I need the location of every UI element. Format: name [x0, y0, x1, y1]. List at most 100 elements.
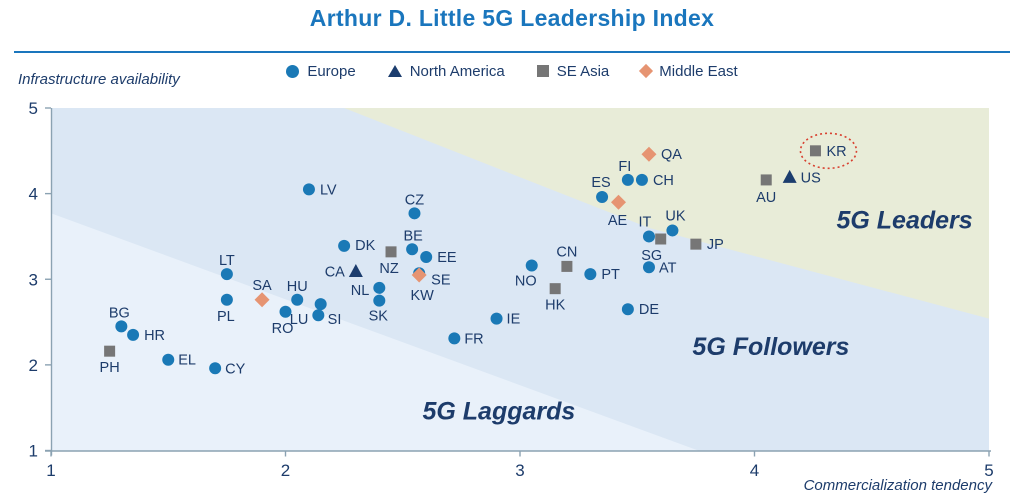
data-point-ie: [490, 312, 503, 325]
point-label-cz: CZ: [405, 192, 424, 208]
data-point-kw: [411, 267, 427, 283]
legend-item-middle-east: Middle East: [639, 62, 738, 80]
point-label-ch: CH: [653, 173, 674, 189]
point-label-au: AU: [756, 190, 776, 206]
data-point-at: [642, 261, 655, 274]
page-title: Arthur D. Little 5G Leadership Index: [309, 5, 715, 31]
point-label-qa: QA: [661, 147, 682, 163]
data-point-au: [760, 174, 772, 186]
data-point-lt: [220, 268, 233, 281]
data-point-ee: [420, 250, 433, 263]
data-point-de: [621, 303, 634, 316]
point-label-hr: HR: [144, 328, 165, 344]
x-axis-title: Commercialization tendency: [803, 477, 992, 494]
data-point-pl: [220, 293, 233, 306]
data-point-sa: [254, 292, 270, 308]
data-point-uk: [666, 224, 679, 237]
point-label-nl: NL: [351, 283, 370, 299]
data-point-pt: [584, 268, 597, 281]
data-point-ch: [635, 173, 648, 186]
point-label-ca: CA: [325, 265, 345, 281]
point-label-sk: SK: [369, 309, 389, 325]
data-point-hk: [549, 283, 561, 295]
data-point-ph: [104, 345, 116, 357]
data-point-jp: [690, 238, 702, 250]
data-point-es: [596, 191, 609, 204]
point-label-cy: CY: [225, 361, 245, 377]
data-point-bg: [115, 320, 128, 333]
point-label-lt: LT: [219, 253, 235, 269]
point-label-ph: PH: [100, 360, 120, 376]
data-point-ae: [610, 194, 626, 210]
legend-item-se-asia: SE Asia: [536, 62, 610, 80]
x-tick-label: 1: [46, 461, 55, 480]
data-point-nl: [373, 281, 386, 294]
square-marker-icon: [536, 65, 549, 77]
data-point-it: [642, 230, 655, 243]
data-point-sk: [373, 294, 386, 307]
point-label-at: AT: [659, 260, 677, 276]
triangle-marker-icon: [387, 65, 402, 77]
point-label-hk: HK: [545, 298, 565, 314]
point-label-dk: DK: [355, 238, 375, 254]
point-label-nz: NZ: [379, 261, 398, 277]
data-point-cy: [209, 362, 222, 375]
zone-5g-leaders: [344, 108, 990, 319]
chart-legend: Europe North America SE Asia Middle East: [0, 60, 1024, 82]
title-divider: [14, 51, 1010, 53]
data-point-cn: [561, 260, 573, 272]
data-point-no: [525, 259, 538, 272]
point-label-be: BE: [403, 228, 423, 244]
data-point-sg: [655, 233, 667, 245]
data-point-nz: [385, 246, 397, 258]
y-axis-title: Infrastructure availability: [18, 71, 180, 88]
x-tick-label: 2: [281, 461, 290, 480]
data-point-us: [782, 169, 797, 183]
y-tick-label: 5: [29, 99, 38, 118]
legend-label: Europe: [307, 62, 356, 80]
point-label-cn: CN: [556, 244, 577, 260]
y-tick-label: 3: [29, 270, 38, 289]
point-label-ee: EE: [437, 250, 457, 266]
point-label-kw: KW: [410, 288, 434, 304]
data-point-lv: [302, 183, 315, 196]
data-point-kr: [809, 145, 821, 157]
zone-5g-laggards: [51, 213, 699, 451]
point-label-bg: BG: [109, 305, 130, 321]
point-label-fi: FI: [618, 159, 631, 175]
point-label-es: ES: [591, 175, 610, 191]
highlight-ellipse-kr: [799, 132, 858, 170]
data-point-be: [406, 243, 419, 256]
zone-label-5g-laggards: 5G Laggards: [422, 397, 575, 425]
point-label-uk: UK: [665, 208, 685, 224]
point-label-pt: PT: [601, 267, 620, 283]
data-point-ro: [279, 305, 292, 318]
data-point-si: [314, 298, 327, 311]
legend-label: SE Asia: [556, 62, 610, 80]
point-label-sg: SG: [641, 248, 662, 264]
point-label-us: US: [801, 170, 821, 186]
point-label-pl: PL: [217, 309, 235, 325]
data-point-dk: [338, 239, 351, 252]
legend-label: North America: [409, 62, 505, 80]
x-tick-label: 4: [750, 461, 759, 480]
y-tick-label: 1: [29, 442, 38, 461]
data-point-hr: [127, 328, 140, 341]
point-label-ro: RO: [272, 321, 294, 337]
legend-item-north-america: North America: [387, 62, 505, 80]
data-point-fr: [448, 332, 461, 345]
point-label-el: EL: [178, 353, 196, 369]
zone-label-5g-leaders: 5G Leaders: [836, 206, 972, 234]
point-label-lu: LU: [290, 312, 309, 328]
point-label-si: SI: [328, 312, 342, 328]
point-label-jp: JP: [707, 237, 724, 253]
legend-label: Middle East: [659, 62, 738, 80]
point-label-lv: LV: [320, 182, 337, 198]
x-tick-label: 3: [515, 461, 524, 480]
x-tick-label: 5: [984, 461, 993, 480]
point-label-se: SE: [431, 272, 451, 288]
data-point-qa: [641, 146, 657, 162]
point-label-ae: AE: [608, 213, 628, 229]
y-tick-label: 4: [29, 185, 38, 204]
point-label-ie: IE: [507, 312, 521, 328]
